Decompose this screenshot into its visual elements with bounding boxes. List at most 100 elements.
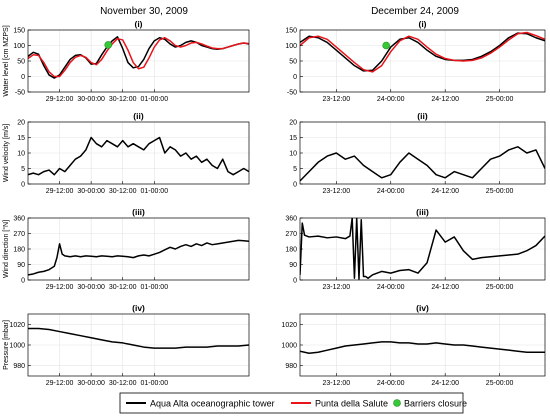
series-line-0	[300, 341, 545, 355]
column-title-left: November 30, 2009	[100, 6, 188, 17]
series-line-0	[28, 239, 249, 276]
x-tick-label: 01-00:00	[140, 284, 168, 291]
panel-6: 980 1000 1020 29-12:00 30-00:00 30-12:00 01-00…	[3, 303, 250, 387]
series-line-0	[28, 136, 249, 176]
x-tick-label: 24-00:00	[377, 284, 405, 291]
panel-title: (ii)	[417, 111, 428, 121]
series-line-0	[300, 218, 545, 280]
x-tick-label: 24-00:00	[377, 380, 405, 387]
y-tick-label: 0	[21, 278, 25, 285]
y-tick-label: 50	[17, 59, 25, 66]
y-tick-label: 0	[293, 278, 297, 285]
y-tick-label: 1020	[9, 322, 25, 329]
x-tick-label: 30-00:00	[77, 188, 105, 195]
y-tick-label: -50	[15, 90, 25, 97]
y-tick-label: 0	[21, 182, 25, 189]
x-tick-label: 01-00:00	[140, 96, 168, 103]
y-tick-label: 90	[17, 262, 25, 269]
series-line-0	[28, 36, 249, 79]
barrier-closure-marker	[382, 41, 391, 50]
x-tick-label: 29-12:00	[46, 284, 74, 291]
y-tick-label: 5	[21, 166, 25, 173]
x-tick-label: 24-12:00	[431, 380, 459, 387]
y-tick-label: 360	[13, 216, 25, 223]
y-tick-label: 180	[285, 247, 297, 254]
y-axis-label: Water level [cm MZPS]	[3, 25, 10, 96]
y-tick-label: 1000	[281, 343, 297, 350]
y-axis-label: Pressure [mbar]	[3, 320, 10, 370]
y-tick-label: 5	[293, 166, 297, 173]
y-tick-label: 1020	[281, 322, 297, 329]
x-tick-label: 30-00:00	[77, 284, 105, 291]
legend-label-salute: Punta della Salute	[315, 399, 388, 409]
x-tick-label: 25-00:00	[486, 188, 514, 195]
x-tick-label: 23-12:00	[322, 284, 350, 291]
x-tick-label: 29-12:00	[46, 188, 74, 195]
y-tick-label: 1000	[9, 343, 25, 350]
y-tick-label: 100	[13, 43, 25, 50]
panel-title: (ii)	[133, 111, 144, 121]
panel-2: 0 5 10 15 20 29-12:00 30-00:00 30-12:00 01-00:00…	[3, 111, 250, 195]
legend-label-tower: Aqua Alta oceanographic tower	[150, 399, 275, 409]
x-tick-label: 25-00:00	[486, 96, 514, 103]
y-tick-label: 10	[289, 151, 297, 158]
x-tick-label: 25-00:00	[486, 284, 514, 291]
panel-0: -50 0 50 100 150 29-12:00 30-00:00 30-12:00 01-0…	[3, 19, 250, 103]
y-tick-label: 150	[285, 28, 297, 35]
series-line-0	[300, 146, 545, 182]
y-tick-label: 10	[17, 151, 25, 158]
y-tick-label: 270	[13, 231, 25, 238]
y-tick-label: 980	[285, 363, 297, 370]
y-tick-label: 0	[293, 182, 297, 189]
x-tick-label: 29-12:00	[46, 96, 74, 103]
y-tick-label: 50	[289, 59, 297, 66]
series-line-1	[28, 37, 249, 78]
y-tick-label: 980	[13, 363, 25, 370]
x-tick-label: 23-12:00	[322, 96, 350, 103]
y-tick-label: 20	[17, 120, 25, 127]
y-tick-label: 15	[17, 135, 25, 142]
x-tick-label: 01-00:00	[140, 188, 168, 195]
panel-7: 980 1000 1020 23-12:00 24-00:00 24-12:00 25-00…	[281, 303, 546, 387]
x-tick-label: 24-12:00	[431, 284, 459, 291]
x-tick-label: 25-00:00	[486, 380, 514, 387]
y-tick-label: 20	[289, 120, 297, 127]
y-tick-label: 270	[285, 231, 297, 238]
legend-label-barriers: Barriers closure	[404, 399, 467, 409]
y-tick-label: 0	[293, 74, 297, 81]
panel-title: (i)	[134, 19, 142, 29]
y-tick-label: 15	[289, 135, 297, 142]
y-tick-label: 150	[13, 28, 25, 35]
panel-1: -50 0 50 100 150 23-12:00 24-00:00 24-12:00 25-0…	[285, 19, 546, 103]
x-tick-label: 29-12:00	[46, 380, 74, 387]
x-tick-label: 30-12:00	[109, 380, 137, 387]
y-axis-label: Wind direction [°N]	[2, 220, 10, 278]
panel-title: (iii)	[132, 207, 145, 217]
x-tick-label: 23-12:00	[322, 188, 350, 195]
x-tick-label: 30-12:00	[109, 188, 137, 195]
column-title-right: December 24, 2009	[371, 6, 459, 17]
y-tick-label: 100	[285, 43, 297, 50]
x-tick-label: 24-12:00	[431, 188, 459, 195]
panel-5: 0 90 180 270 360 23-12:00 24-00:00 24-12:00 25-0…	[285, 207, 546, 291]
panel-title: (iii)	[416, 207, 429, 217]
panel-title: (i)	[418, 19, 426, 29]
series-line-0	[300, 32, 545, 72]
y-tick-label: -50	[287, 90, 297, 97]
panel-title: (iv)	[132, 303, 145, 313]
x-tick-label: 01-00:00	[140, 380, 168, 387]
legend-marker-barriers	[393, 399, 401, 407]
series-line-1	[300, 31, 545, 73]
panel-4: 0 90 180 270 360 29-12:00 30-00:00 30-12:00 01-0…	[2, 207, 250, 291]
barrier-closure-marker	[104, 41, 113, 49]
x-tick-label: 30-12:00	[109, 284, 137, 291]
y-tick-label: 90	[289, 262, 297, 269]
x-tick-label: 24-00:00	[377, 188, 405, 195]
x-tick-label: 24-00:00	[377, 96, 405, 103]
legend: Aqua Alta oceanographic tower Punta dell…	[119, 392, 467, 414]
y-tick-label: 0	[21, 74, 25, 81]
y-axis-label: Wind velocity [m/s]	[3, 124, 10, 182]
panel-3: 0 5 10 15 20 23-12:00 24-00:00 24-12:00 25-00:00…	[289, 111, 546, 195]
x-tick-label: 30-00:00	[77, 96, 105, 103]
x-tick-label: 30-00:00	[77, 380, 105, 387]
